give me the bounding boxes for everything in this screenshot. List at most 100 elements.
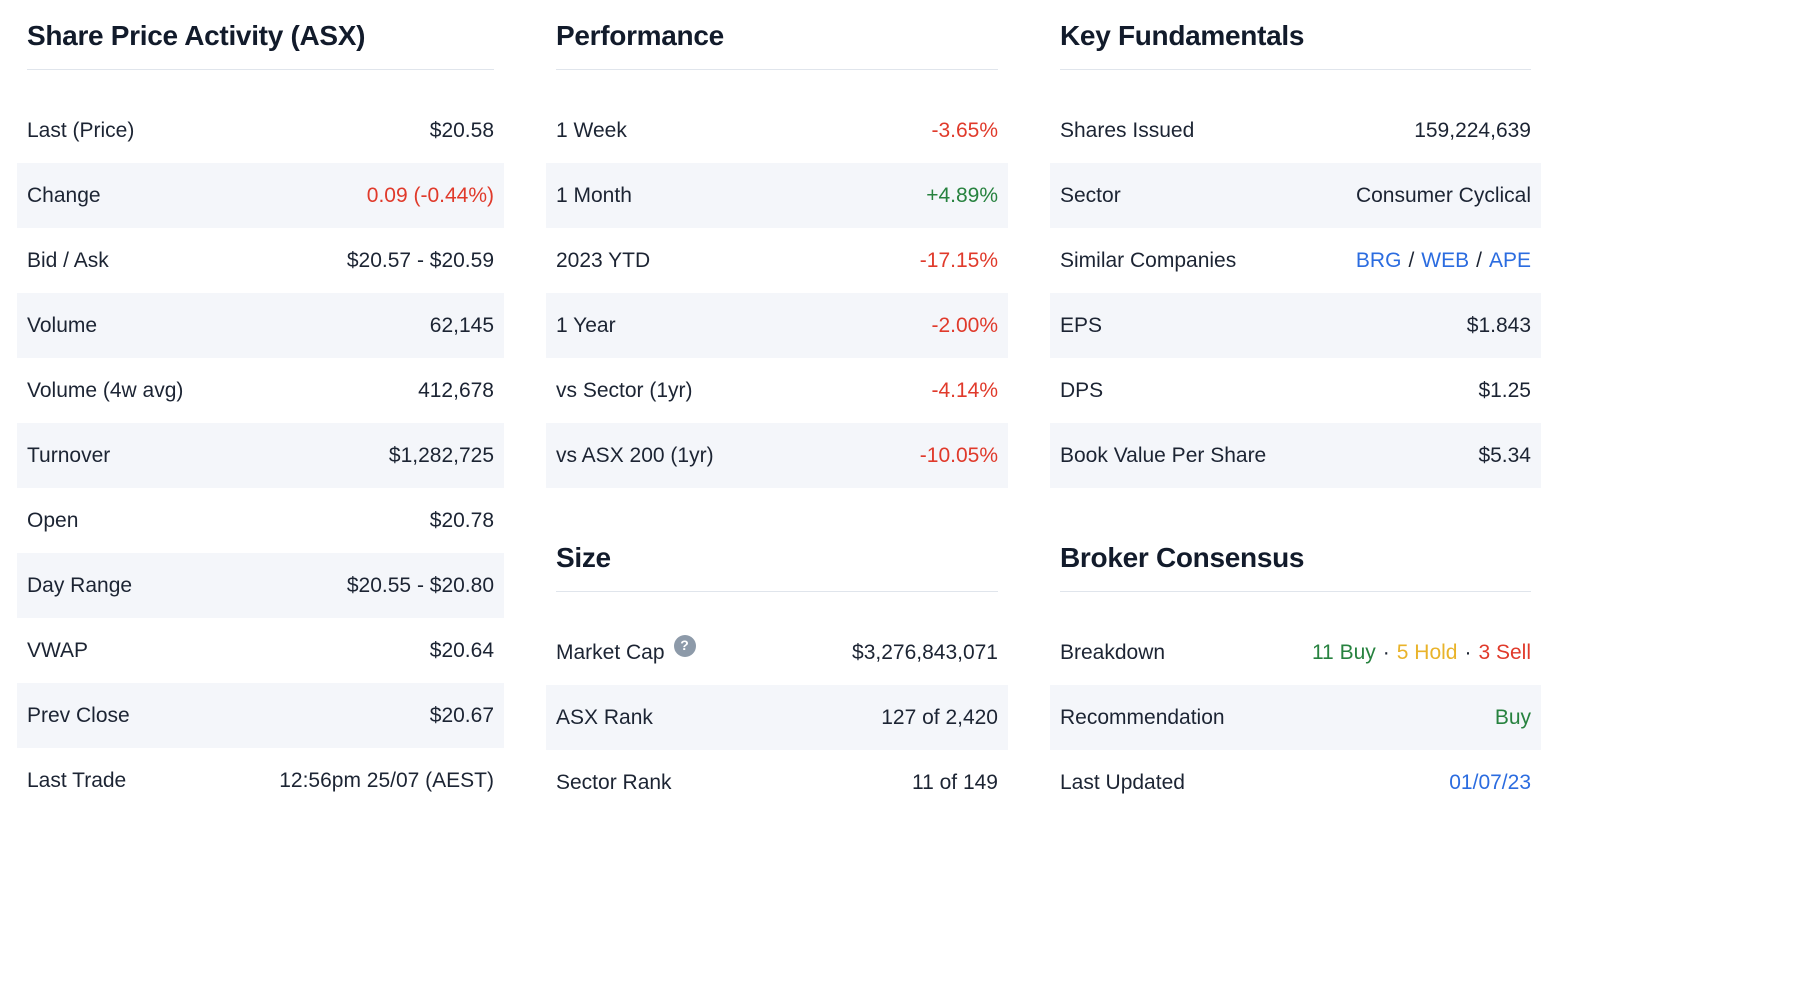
stat-value: 412,678 xyxy=(418,378,494,402)
fundamentals-rows: Shares Issued 159,224,639 Sector Consume… xyxy=(1050,98,1541,488)
stat-label: VWAP xyxy=(27,638,89,662)
section-title-size: Size xyxy=(556,532,998,592)
stat-label: EPS xyxy=(1060,313,1103,337)
slash-separator: / xyxy=(1408,248,1415,272)
stat-value: 159,224,639 xyxy=(1414,118,1531,142)
stat-label: Similar Companies xyxy=(1060,248,1237,272)
stat-value: -10.05% xyxy=(919,443,998,467)
table-row-ytd: 2023 YTD -17.15% xyxy=(546,228,1008,293)
stat-value: $5.34 xyxy=(1478,443,1531,467)
table-row-1-month: 1 Month +4.89% xyxy=(546,163,1008,228)
stat-label: Shares Issued xyxy=(1060,118,1195,142)
stat-label: Market Cap xyxy=(556,640,665,664)
stat-label: vs ASX 200 (1yr) xyxy=(556,443,714,467)
stat-value: 11 of 149 xyxy=(911,770,998,794)
table-row-vs-asx200: vs ASX 200 (1yr) -10.05% xyxy=(546,423,1008,488)
stat-label: 1 Week xyxy=(556,118,627,142)
last-updated-link[interactable]: 01/07/23 xyxy=(1449,770,1531,794)
recommendation-value: Buy xyxy=(1494,705,1531,729)
slash-separator: / xyxy=(1476,248,1482,272)
similar-company-link-web[interactable]: WEB xyxy=(1421,248,1470,272)
similar-company-link-brg[interactable]: BRG xyxy=(1355,248,1402,272)
stat-value: $20.55 - $20.80 xyxy=(346,573,494,597)
share-price-activity-section: Share Price Activity (ASX) Last (Price) … xyxy=(17,10,504,813)
stat-value: -2.00% xyxy=(931,313,998,337)
table-row-last-price: Last (Price) $20.58 xyxy=(17,98,504,163)
stat-label: 1 Month xyxy=(556,183,632,207)
stat-value: -3.65% xyxy=(931,118,998,142)
stat-value: $20.64 xyxy=(429,638,494,662)
stat-value: 62,145 xyxy=(429,313,494,337)
stat-label: Bid / Ask xyxy=(27,248,109,272)
table-row-sector: Sector Consumer Cyclical xyxy=(1050,163,1541,228)
stat-label: Volume xyxy=(27,313,98,337)
table-row-turnover: Turnover $1,282,725 xyxy=(17,423,504,488)
table-row-prev-close: Prev Close $20.67 xyxy=(17,683,504,748)
table-row-book-value: Book Value Per Share $5.34 xyxy=(1050,423,1541,488)
stat-value: -4.14% xyxy=(931,378,998,402)
key-fundamentals-section: Key Fundamentals Shares Issued 159,224,6… xyxy=(1050,10,1541,488)
broker-consensus-section: Broker Consensus Breakdown 11 Buy · 5 Hold… xyxy=(1050,532,1541,815)
stat-label: 2023 YTD xyxy=(556,248,651,272)
stat-value: Consumer Cyclical xyxy=(1355,183,1531,207)
stat-label: vs Sector (1yr) xyxy=(556,378,693,402)
stat-value: $1.25 xyxy=(1478,378,1531,402)
table-row-vwap: VWAP $20.64 xyxy=(17,618,504,683)
similar-company-link-ape[interactable]: APE xyxy=(1488,248,1531,272)
stat-label: Turnover xyxy=(27,443,111,467)
table-row-asx-rank: ASX Rank 127 of 2,420 xyxy=(546,685,1008,750)
stat-value: $3,276,843,071 xyxy=(852,640,998,664)
table-row-day-range: Day Range $20.55 - $20.80 xyxy=(17,553,504,618)
help-icon[interactable]: ? xyxy=(673,634,696,657)
dot-separator: · xyxy=(1464,640,1472,664)
stat-label: 1 Year xyxy=(556,313,616,337)
stat-label: Recommendation xyxy=(1060,705,1225,729)
stat-value: -17.15% xyxy=(919,248,998,272)
stat-label: Day Range xyxy=(27,573,133,597)
table-row-last-updated: Last Updated 01/07/23 xyxy=(1050,750,1541,815)
performance-rows: 1 Week -3.65% 1 Month +4.89% 2023 YTD -1… xyxy=(546,98,1008,488)
stat-value: $1,282,725 xyxy=(388,443,494,467)
column-fundamentals-broker: Key Fundamentals Shares Issued 159,224,6… xyxy=(1050,10,1541,815)
table-row-volume-4w-avg: Volume (4w avg) 412,678 xyxy=(17,358,504,423)
table-row-similar-companies: Similar Companies BRG / WEB / APE xyxy=(1050,228,1541,293)
table-row-last-trade: Last Trade 12:56pm 25/07 (AEST) xyxy=(17,748,504,813)
stat-label: Open xyxy=(27,508,79,532)
table-row-breakdown: Breakdown 11 Buy · 5 Hold · 3 Sell xyxy=(1050,620,1541,685)
table-row-recommendation: Recommendation Buy xyxy=(1050,685,1541,750)
buy-count: 11 Buy xyxy=(1311,640,1376,664)
section-title-share-price: Share Price Activity (ASX) xyxy=(27,10,494,70)
stat-label: Breakdown xyxy=(1060,640,1166,664)
table-row-change: Change 0.09 (-0.44%) xyxy=(17,163,504,228)
stat-label: Prev Close xyxy=(27,703,130,727)
stock-summary-page: Share Price Activity (ASX) Last (Price) … xyxy=(17,0,1541,815)
stat-value: 0.09 (-0.44%) xyxy=(366,183,494,207)
stat-value: $1.843 xyxy=(1466,313,1531,337)
hold-count: 5 Hold xyxy=(1396,640,1458,664)
stat-value: $20.78 xyxy=(429,508,494,532)
stat-label: Book Value Per Share xyxy=(1060,443,1267,467)
table-row-open: Open $20.78 xyxy=(17,488,504,553)
stat-value: +4.89% xyxy=(926,183,998,207)
stat-label: Last Updated xyxy=(1060,770,1185,794)
stat-label: Last Trade xyxy=(27,768,127,792)
sell-count: 3 Sell xyxy=(1478,640,1531,664)
table-row-market-cap: Market Cap ? $3,276,843,071 xyxy=(546,620,1008,685)
table-row-vs-sector: vs Sector (1yr) -4.14% xyxy=(546,358,1008,423)
table-row-1-year: 1 Year -2.00% xyxy=(546,293,1008,358)
stat-value: $20.57 - $20.59 xyxy=(346,248,494,272)
size-section: Size Market Cap ? $3,276,843,071 ASX Ran… xyxy=(546,532,1008,815)
stat-label-group: Market Cap ? xyxy=(556,634,696,665)
stat-value: $20.67 xyxy=(429,703,494,727)
stat-value: $20.58 xyxy=(429,118,494,142)
table-row-dps: DPS $1.25 xyxy=(1050,358,1541,423)
table-row-1-week: 1 Week -3.65% xyxy=(546,98,1008,163)
performance-section: Performance 1 Week -3.65% 1 Month +4.89%… xyxy=(546,10,1008,488)
stat-label: Change xyxy=(27,183,101,207)
column-performance-size: Performance 1 Week -3.65% 1 Month +4.89%… xyxy=(546,10,1008,815)
broker-rows: Breakdown 11 Buy · 5 Hold · 3 Sell Recommend… xyxy=(1050,620,1541,815)
similar-companies-links: BRG / WEB / APE xyxy=(1356,248,1531,273)
stat-label: Last (Price) xyxy=(27,118,135,142)
stat-label: ASX Rank xyxy=(556,705,653,729)
size-rows: Market Cap ? $3,276,843,071 ASX Rank 127… xyxy=(546,620,1008,815)
